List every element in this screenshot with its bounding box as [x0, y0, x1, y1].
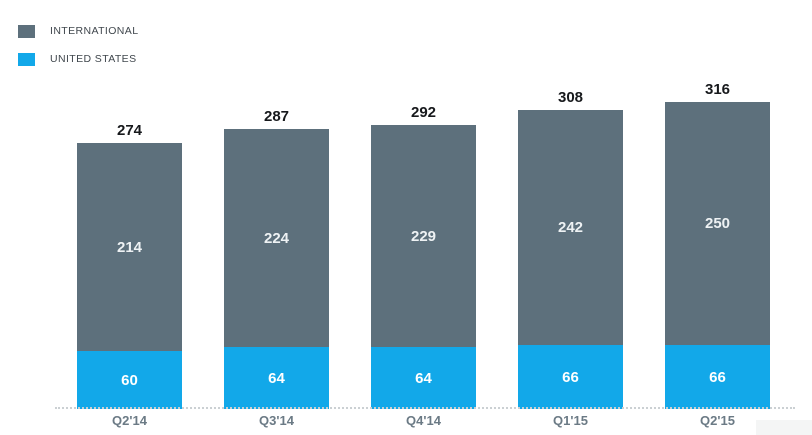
bar-segment-international: 224: [224, 129, 329, 347]
legend: INTERNATIONAL UNITED STATES: [18, 24, 138, 80]
screenshot-artifact: [756, 420, 812, 435]
legend-label-international: INTERNATIONAL: [50, 25, 139, 37]
x-axis-label: Q1'15: [553, 413, 588, 428]
bar-segment-international: 242: [518, 110, 623, 345]
x-axis-label: Q4'14: [406, 413, 441, 428]
bar-segment-international: 214: [77, 143, 182, 351]
legend-swatch-united-states: [18, 52, 35, 66]
bar-segment-united-states: 64: [224, 347, 329, 409]
legend-item-united-states: UNITED STATES: [18, 52, 138, 66]
x-axis-baseline: [55, 407, 795, 409]
bar-total-label: 292: [410, 104, 437, 121]
bar-total-label: 316: [704, 81, 731, 98]
bar-segment-international: 229: [371, 125, 476, 347]
bar-total-label: 287: [263, 108, 290, 125]
legend-item-international: INTERNATIONAL: [18, 24, 138, 38]
x-axis-label: Q2'15: [700, 413, 735, 428]
bar-segment-united-states: 66: [665, 345, 770, 409]
bar-segment-international: 250: [665, 102, 770, 345]
legend-label-united-states: UNITED STATES: [50, 53, 137, 65]
bar-total-label: 274: [116, 122, 143, 139]
bar-total-label: 308: [557, 89, 584, 106]
x-axis-label: Q2'14: [112, 413, 147, 428]
bar-segment-united-states: 66: [518, 345, 623, 409]
bar-segment-united-states: 64: [371, 347, 476, 409]
x-axis-label: Q3'14: [259, 413, 294, 428]
legend-swatch-international: [18, 24, 35, 38]
bar-segment-united-states: 60: [77, 351, 182, 409]
